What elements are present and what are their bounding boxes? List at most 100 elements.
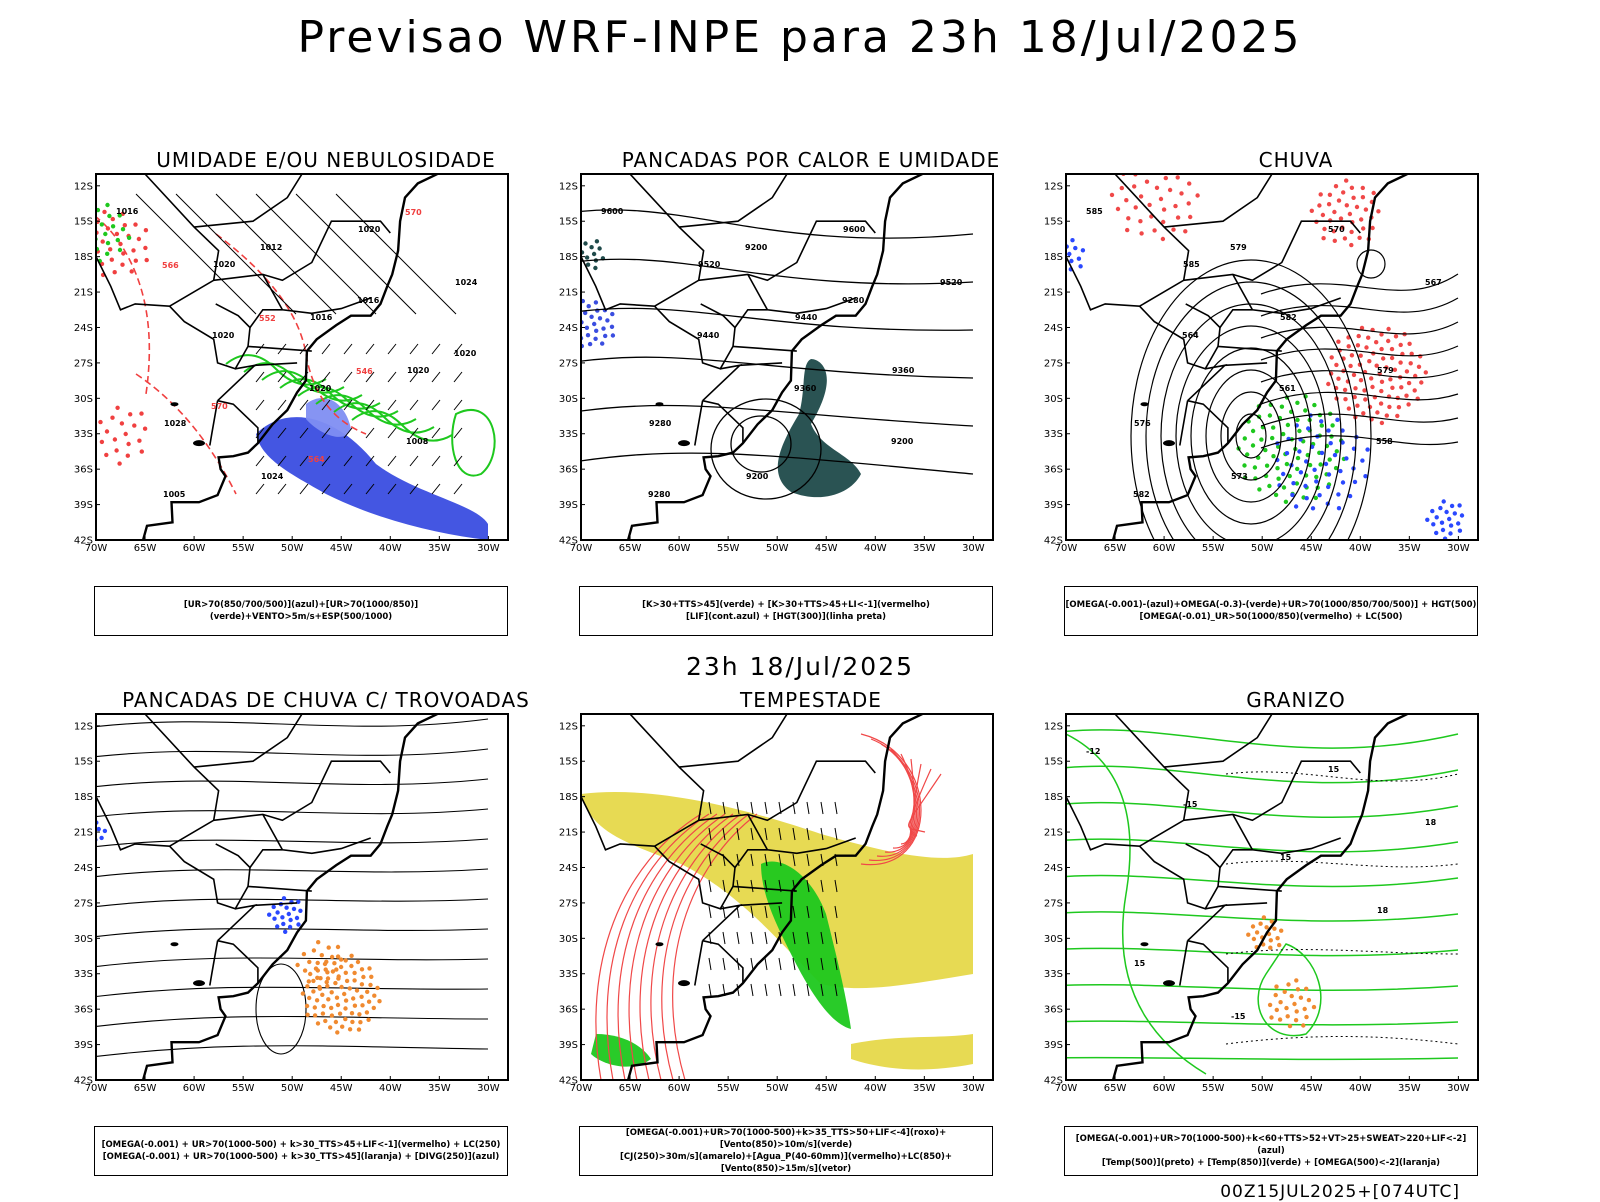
thunder-orange-speck <box>315 1021 321 1026</box>
contour-label: 1020 <box>212 331 235 340</box>
panel-title: TEMPESTADE <box>740 688 882 712</box>
rain-blue-speck <box>1449 503 1455 509</box>
temp500-contour <box>1225 860 1459 868</box>
lon-tick-label: 40W <box>379 1083 402 1094</box>
thickness-contour <box>96 215 151 395</box>
thunder-orange-speck <box>349 963 354 969</box>
thunder-orange-speck <box>359 994 364 999</box>
rain-blue-speck <box>1448 531 1453 536</box>
humidity-speck <box>142 426 148 431</box>
wind-vector <box>820 931 824 945</box>
omega500-speck <box>1278 1000 1283 1005</box>
humidity-speck <box>133 258 138 263</box>
lc850-streamline <box>860 733 922 866</box>
streamline <box>96 1015 489 1028</box>
contour-label: 9200 <box>891 437 914 446</box>
omega500-speck <box>1275 936 1280 941</box>
legend-box: [OMEGA(-0.001) + UR>70(1000-500) + k>30_… <box>94 1126 508 1176</box>
rain-blue-speck <box>1363 474 1368 479</box>
rain-red-speck <box>1389 346 1395 352</box>
lake-marker <box>655 402 664 407</box>
wind-vector <box>343 343 353 355</box>
coastline <box>626 174 924 540</box>
thunder-blue-speck <box>77 1071 81 1075</box>
omega500-speck <box>1273 992 1278 998</box>
thunder-orange-speck <box>366 999 372 1004</box>
map-frame <box>1065 173 1479 541</box>
wind-vector <box>750 853 754 867</box>
wind-vector <box>409 483 419 495</box>
rain-blue-speck <box>1340 480 1346 485</box>
rain-blue-speck <box>1297 449 1302 454</box>
rain-red-speck <box>1138 194 1144 199</box>
lake-marker <box>678 980 690 987</box>
wind-vector <box>806 983 810 997</box>
lon-tick-label: 35W <box>428 1083 451 1094</box>
rain-blue-speck <box>1441 499 1446 504</box>
contour-label: 9600 <box>601 207 624 216</box>
humidity-speck <box>131 248 136 253</box>
omega500-speck <box>1298 995 1304 1000</box>
wind-vector <box>820 983 824 997</box>
temp500-contour <box>1225 771 1459 782</box>
temp850-contour <box>1066 765 1459 784</box>
country-border <box>262 274 371 315</box>
rain-green-speck <box>1242 436 1247 441</box>
lif-speck <box>589 314 594 319</box>
thunder-blue-speck <box>298 908 303 913</box>
lon-tick-label: 60W <box>1153 1083 1176 1094</box>
thunder-orange-speck <box>326 997 331 1002</box>
streamline <box>255 963 307 1055</box>
omega500-speck <box>1274 1007 1279 1013</box>
omega500-speck <box>1274 984 1279 989</box>
lif-speck <box>592 321 597 327</box>
country-border <box>581 714 705 851</box>
wind-vector <box>409 427 419 439</box>
thunder-blue-speck <box>281 921 286 927</box>
contour-label: 1020 <box>213 260 236 269</box>
lake-marker <box>678 440 690 447</box>
thunder-orange-speck <box>329 1013 335 1018</box>
rain-red-speck <box>1407 341 1412 346</box>
isobar <box>175 193 297 315</box>
lif-speck <box>601 326 606 331</box>
humidity-speck <box>143 228 149 233</box>
omega500-speck <box>1254 930 1260 935</box>
country-border <box>1232 274 1341 315</box>
rain-green-speck <box>1295 455 1301 461</box>
omega500-speck <box>1264 925 1269 930</box>
lat-tick-label: 21S <box>559 828 578 839</box>
country-border <box>698 220 876 282</box>
instability-shade <box>777 359 861 498</box>
coastline <box>1111 174 1409 540</box>
lat-tick-label: 33S <box>559 969 578 980</box>
rain-red-speck <box>1175 215 1181 220</box>
rain-green-speck <box>1271 425 1276 430</box>
wind-vector <box>806 853 810 867</box>
thunder-orange-speck <box>308 971 313 977</box>
humidity-speck <box>114 231 120 237</box>
rain-green-speck <box>1281 431 1286 437</box>
wind-vector <box>764 801 768 815</box>
rain-red-speck <box>1158 196 1164 202</box>
streamline <box>96 778 489 788</box>
temp850-contour <box>1066 1020 1459 1026</box>
rain-red-speck <box>1167 187 1173 193</box>
rain-green-speck <box>1283 499 1289 504</box>
rain-blue-speck <box>1439 520 1445 525</box>
rain-blue-speck <box>1336 506 1342 511</box>
contour-label: 9280 <box>842 296 865 305</box>
thunder-blue-speck <box>281 896 287 901</box>
lat-tick-label: 27S <box>559 358 578 369</box>
lake-marker <box>1140 402 1149 407</box>
map-content <box>77 714 489 1080</box>
omega500-speck <box>1306 997 1312 1003</box>
country-border <box>217 939 259 984</box>
thunder-orange-speck <box>325 983 330 989</box>
streamline <box>96 868 489 878</box>
hgt300-contour <box>581 209 974 239</box>
lon-tick-label: 30W <box>1447 1083 1470 1094</box>
humidity-speck <box>117 247 123 253</box>
rain-green-speck <box>1307 462 1313 468</box>
